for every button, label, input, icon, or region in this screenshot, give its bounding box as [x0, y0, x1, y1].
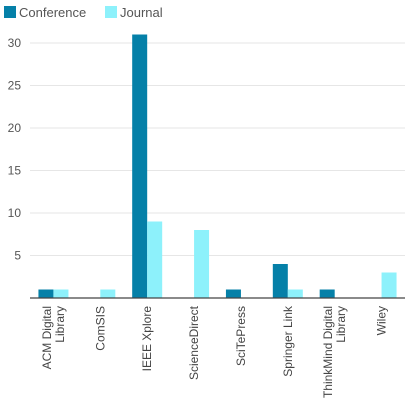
x-tick-label-line: ScienceDirect — [187, 305, 201, 380]
x-tick-label-3: ScienceDirect — [187, 305, 201, 380]
x-tick-label-5: Springer Link — [281, 305, 295, 377]
bar-journal-0[interactable] — [53, 289, 69, 299]
bar-journal-3[interactable] — [194, 230, 210, 298]
y-tick-label-15: 15 — [8, 164, 22, 178]
y-tick-label-25: 25 — [8, 79, 22, 93]
bars — [38, 34, 397, 299]
x-tick-label-line: IEEE Xplore — [140, 306, 154, 372]
x-tick-label-0: ACM Digital Library — [40, 306, 67, 369]
x-tick-label-line: Library — [334, 306, 348, 343]
y-tick-label-20: 20 — [8, 121, 22, 135]
x-tick-label-7: Wiley — [375, 306, 389, 335]
legend-swatch-journal[interactable] — [105, 6, 117, 18]
x-tick-label-6: ThinkMind Digital Library — [321, 306, 348, 398]
bar-journal-5[interactable] — [287, 289, 303, 299]
x-tick-label-1: ComSIS — [93, 306, 107, 351]
legend-label-journal[interactable]: Journal — [120, 5, 163, 20]
x-tick-label-line: Library — [53, 306, 67, 343]
x-tick-label-line: ThinkMind Digital — [321, 306, 335, 398]
x-tick-label-4: SciTePress — [234, 306, 248, 366]
y-tick-label-30: 30 — [8, 36, 22, 50]
x-tick-label-2: IEEE Xplore — [140, 306, 154, 372]
x-tick-label-line: SciTePress — [234, 306, 248, 366]
y-axis: 5 10 15 20 25 30 — [8, 36, 22, 263]
bar-conference-2[interactable] — [132, 34, 148, 299]
x-tick-label-line: Wiley — [375, 306, 389, 335]
legend-label-conference[interactable]: Conference — [19, 5, 86, 20]
x-tick-label-line: ComSIS — [93, 306, 107, 351]
bar-journal-7[interactable] — [381, 272, 397, 299]
y-tick-label-5: 5 — [14, 249, 21, 263]
bar-conference-6[interactable] — [319, 289, 335, 299]
x-tick-label-line: Springer Link — [281, 305, 295, 377]
bar-conference-0[interactable] — [38, 289, 54, 299]
bar-journal-2[interactable] — [147, 221, 163, 299]
y-tick-label-10: 10 — [8, 206, 22, 220]
bar-journal-1[interactable] — [100, 289, 116, 299]
x-axis: ACM Digital Library ComSIS IEEE Xplore Scien… — [30, 297, 405, 398]
bar-conference-5[interactable] — [272, 264, 288, 298]
bar-conference-4[interactable] — [225, 289, 241, 299]
gridlines — [30, 42, 405, 256]
legend-swatch-conference[interactable] — [4, 6, 16, 18]
x-tick-label-line: ACM Digital — [40, 306, 54, 369]
legend: Conference Journal — [4, 5, 163, 20]
